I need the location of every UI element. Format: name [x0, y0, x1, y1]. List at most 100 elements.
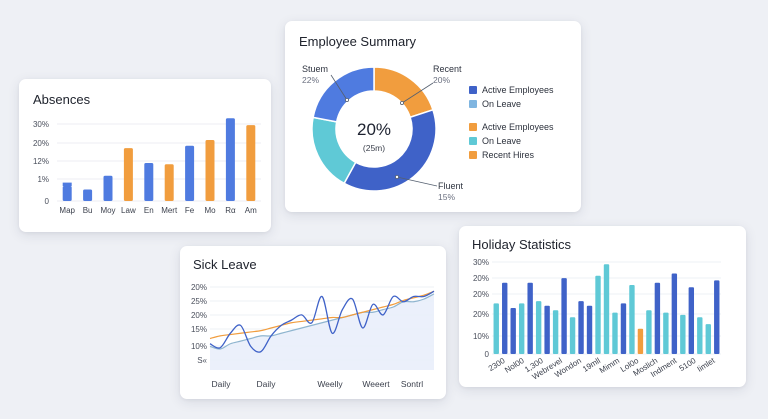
absences-bar: [123, 148, 133, 201]
absences-x-tick: Rα: [225, 206, 236, 215]
sick-y-tick: 20%: [191, 311, 207, 320]
legend-swatch: [469, 137, 477, 145]
holiday-y-tick: 20%: [473, 274, 489, 283]
holiday-bar: [629, 285, 635, 354]
donut-slice: [311, 116, 357, 185]
sick-leave-card: Sick Leave S« 10% 15% 20% 25% 20% Daily Daily We…: [180, 246, 446, 399]
legend-label: Recent Hires: [482, 150, 535, 160]
holiday-bar: [510, 308, 516, 354]
donut-outer-label-name: Recent: [433, 64, 462, 74]
legend-label: On Leave: [482, 99, 521, 109]
sick-y-tick: 10%: [191, 342, 207, 351]
absences-bar: [225, 118, 235, 201]
donut-leader-line: [401, 82, 434, 104]
holiday-bar: [697, 317, 703, 354]
absences-bar: [103, 175, 113, 201]
employee-summary-chart: 20%(25m)Stuem22%Recent20%Fluent15%Active…: [302, 64, 554, 202]
sick-y-tick: 25%: [191, 297, 207, 306]
holiday-bar: [705, 324, 711, 354]
absences-bar: [205, 140, 215, 201]
holiday-bar: [493, 303, 499, 354]
absences-x-tick: Mert: [161, 206, 178, 215]
donut-leader-line: [396, 176, 438, 187]
holiday-x-tick: 2300: [487, 356, 507, 373]
holiday-chart: 010%20%20%20%30%2300Nol001,300WebrevelWo…: [473, 258, 721, 382]
donut-slice: [373, 66, 434, 119]
sick-series-line: [209, 290, 435, 353]
absences-y-tick: 30%: [33, 120, 49, 129]
absences-x-tick: Am: [245, 206, 257, 215]
absences-y-tick: 20%: [33, 139, 49, 148]
holiday-bar: [561, 278, 567, 354]
sick-x-tick: Daily: [212, 379, 232, 389]
holiday-bar: [680, 314, 686, 354]
absences-bar: [83, 189, 93, 201]
holiday-bar: [595, 275, 601, 354]
holiday-y-tick: 20%: [473, 310, 489, 319]
donut-center-sub: (25m): [363, 143, 385, 153]
sick-leave-chart: S« 10% 15% 20% 25% 20% Daily Daily Weelly Weeert S…: [191, 283, 435, 389]
holiday-bar: [518, 303, 525, 354]
donut-outer-label-value: 22%: [302, 75, 319, 85]
donut-outer-label-name: Stuem: [302, 64, 328, 74]
donut-leader-dot: [345, 98, 350, 103]
absences-y-tick: 1%: [37, 175, 49, 184]
employee-summary-title: Employee Summary: [299, 34, 417, 49]
absences-bar: [246, 125, 256, 201]
holiday-bar: [620, 303, 627, 354]
legend-swatch: [469, 100, 477, 108]
absences-x-tick: En: [144, 206, 154, 215]
donut-leader-dot: [400, 101, 405, 106]
absences-x-tick: Map: [59, 206, 75, 215]
legend-label: On Leave: [482, 136, 521, 146]
holiday-bar: [535, 301, 542, 354]
sick-x-tick: Daily: [257, 379, 277, 389]
donut-center-value: 20%: [357, 120, 391, 139]
holiday-card: Holiday Statistics 0 10% 20% 20% 20% 30% 2300 N…: [459, 226, 746, 387]
sick-leave-title: Sick Leave: [193, 257, 257, 272]
legend-label: Active Employees: [482, 122, 554, 132]
sick-area-fill: [210, 293, 434, 370]
holiday-bar: [714, 280, 720, 354]
holiday-bar: [578, 301, 584, 354]
sick-x-tick: Sontrl: [401, 379, 423, 389]
legend-swatch: [469, 151, 477, 159]
donut-slice: [343, 108, 437, 192]
holiday-bar: [502, 282, 508, 354]
holiday-bar: [637, 328, 644, 354]
holiday-bar: [586, 305, 593, 354]
holiday-bar: [569, 317, 576, 354]
holiday-y-tick: 30%: [473, 258, 489, 267]
holiday-y-tick: 0: [485, 350, 490, 359]
absences-bar: [164, 164, 174, 201]
holiday-bar: [612, 312, 618, 354]
holiday-bar: [527, 282, 533, 354]
legend-swatch: [469, 86, 477, 94]
legend-label: Active Employees: [482, 85, 554, 95]
legend-swatch: [469, 123, 477, 131]
absences-y-tick: 0: [45, 197, 50, 206]
holiday-bar: [603, 264, 610, 354]
absences-x-tick: Fe: [185, 206, 195, 215]
absences-bar: [185, 145, 195, 201]
holiday-bar: [654, 282, 661, 354]
holiday-bar: [544, 305, 550, 354]
donut-leader-line: [330, 74, 348, 101]
employee-summary-card: Employee Summary 20% (25m) Stuem 22% Recent 2…: [285, 21, 581, 212]
absences-bar-cap: [62, 182, 72, 187]
absences-bar: [144, 163, 154, 201]
donut-outer-label-value: 15%: [438, 192, 455, 202]
absences-chart: 0 1% 12% 20% 30% Map Bu Moy Law En Mert Fe Mo Rα Am: [33, 118, 261, 215]
holiday-x-tick: Nol00: [503, 356, 526, 375]
holiday-x-tick: Mimm: [598, 356, 622, 375]
absences-x-tick: Mo: [204, 206, 216, 215]
sick-y-tick: 15%: [191, 325, 207, 334]
absences-x-tick: Law: [121, 206, 136, 215]
donut-leader-dot: [395, 174, 400, 179]
holiday-bar: [646, 310, 652, 354]
holiday-bar: [552, 310, 559, 354]
holiday-x-tick: Iimlet: [696, 356, 718, 374]
sick-y-tick: S«: [197, 356, 207, 365]
donut-outer-label-value: 20%: [433, 75, 450, 85]
holiday-y-tick: 10%: [473, 332, 489, 341]
